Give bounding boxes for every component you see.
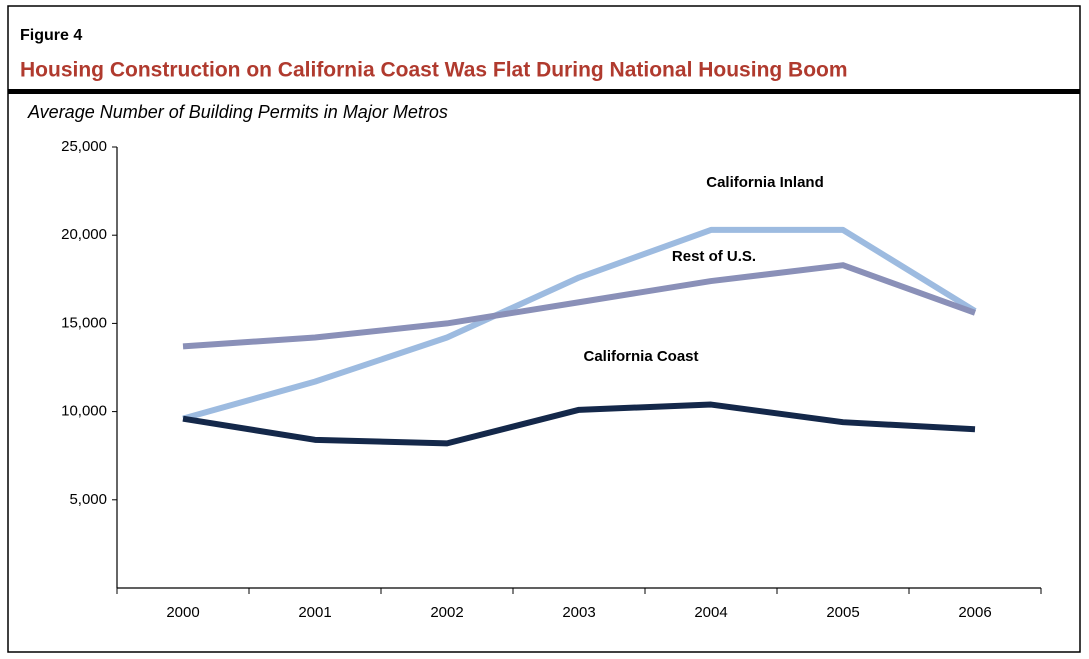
y-tick-label: 5,000 (69, 491, 107, 508)
chart-subtitle: Average Number of Building Permits in Ma… (27, 102, 448, 122)
series-line (182, 401, 976, 447)
frame (7, 5, 1081, 653)
x-tick-label: 2000 (166, 604, 199, 621)
title-rule (8, 89, 1080, 94)
series-line (182, 262, 977, 350)
figure-label: Figure 4 (20, 27, 82, 44)
x-tick-label: 2003 (562, 604, 595, 621)
x-tick-label: 2005 (826, 604, 859, 621)
y-tick-label: 15,000 (61, 314, 107, 331)
series-label: Rest of U.S. (672, 248, 756, 265)
series-label: California Inland (706, 174, 824, 191)
series-label: California Coast (583, 348, 698, 365)
y-tick-label: 20,000 (61, 226, 107, 243)
x-tick-label: 2002 (430, 604, 463, 621)
series-line (182, 226, 977, 422)
x-tick-label: 2006 (958, 604, 991, 621)
chart-title: Housing Construction on California Coast… (20, 59, 848, 82)
y-tick-label: 10,000 (61, 403, 107, 420)
x-tick-label: 2001 (298, 604, 331, 621)
x-tick-label: 2004 (694, 604, 727, 621)
y-tick-label: 25,000 (61, 138, 107, 155)
